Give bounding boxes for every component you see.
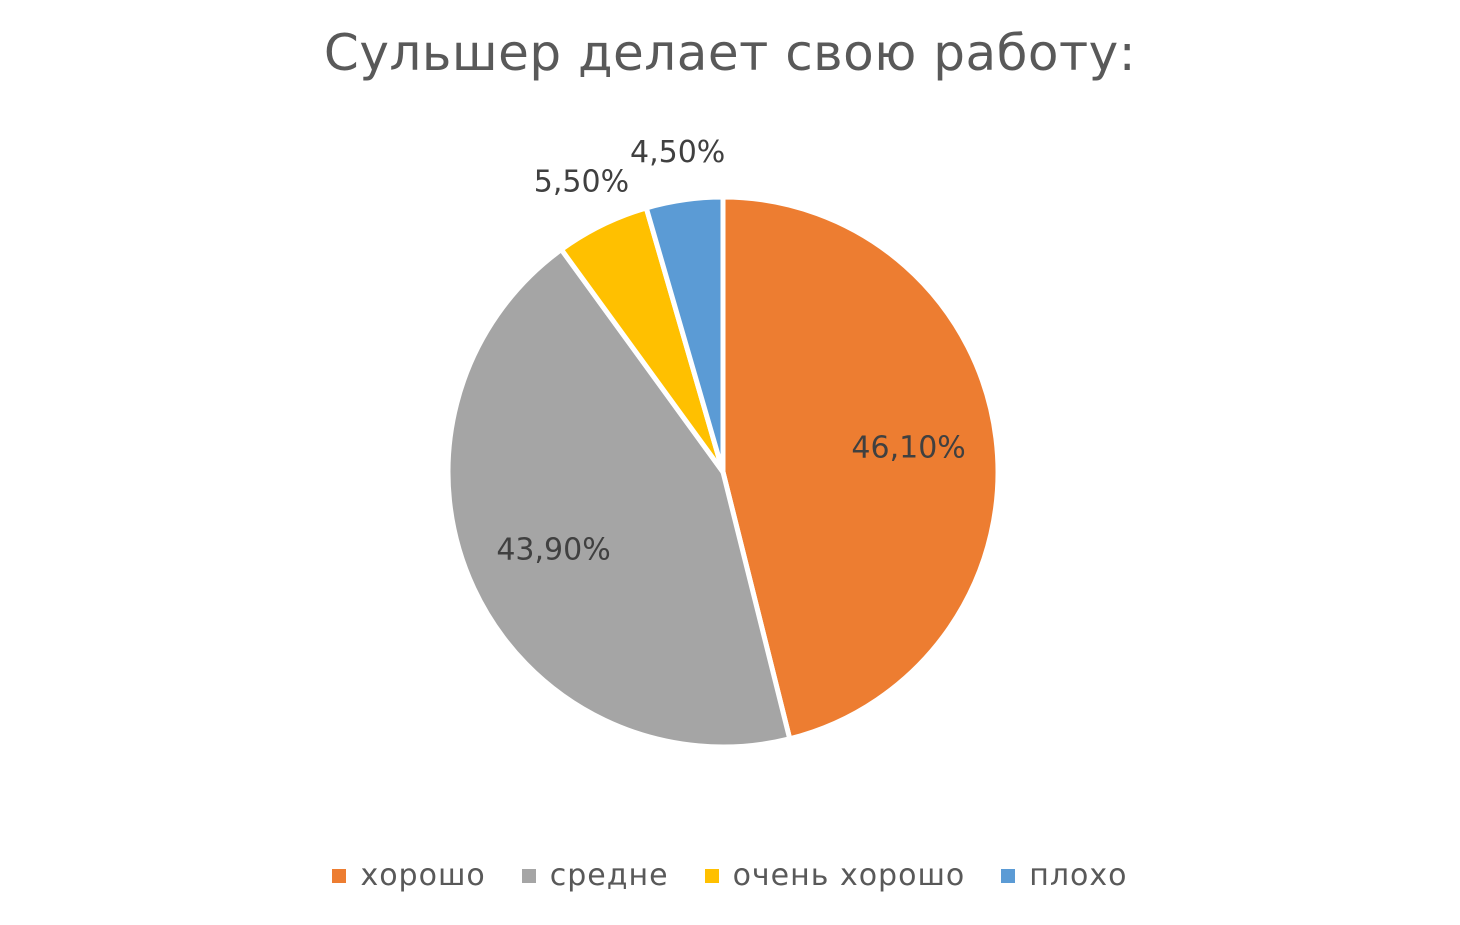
pie-data-labels: 46,10% 43,90% 5,50%4,50% (496, 135, 965, 568)
data-label-3: 5,50% (534, 165, 629, 200)
legend-item-3: очень хорошо (704, 858, 966, 893)
legend-label: средне (549, 858, 669, 893)
data-label-4: 4,50% (630, 135, 725, 170)
data-label-2: 43,90% (496, 533, 610, 568)
legend-item-2: средне (521, 858, 669, 893)
legend-swatch (1001, 868, 1016, 883)
pie-slice-2 (445, 247, 793, 750)
pie-slice-1 (720, 194, 1001, 742)
chart-title: Сульшер делает свою работу: (323, 24, 1137, 82)
legend-swatch (521, 868, 536, 883)
data-label-1: 46,10% (851, 431, 965, 466)
legend-label: хорошо (360, 858, 486, 893)
pie-slice-4 (643, 194, 726, 475)
pie-slices (445, 194, 1001, 750)
legend-swatch (704, 868, 719, 883)
legend-label: плохо (1029, 858, 1128, 893)
legend-item-4: плохо (1001, 858, 1127, 893)
legend-item-1: хорошо (332, 858, 485, 893)
legend-swatch (332, 868, 347, 883)
chart-legend: хорошо средне очень хорошо плохо (0, 858, 1460, 893)
legend-label: очень хорошо (732, 858, 966, 893)
